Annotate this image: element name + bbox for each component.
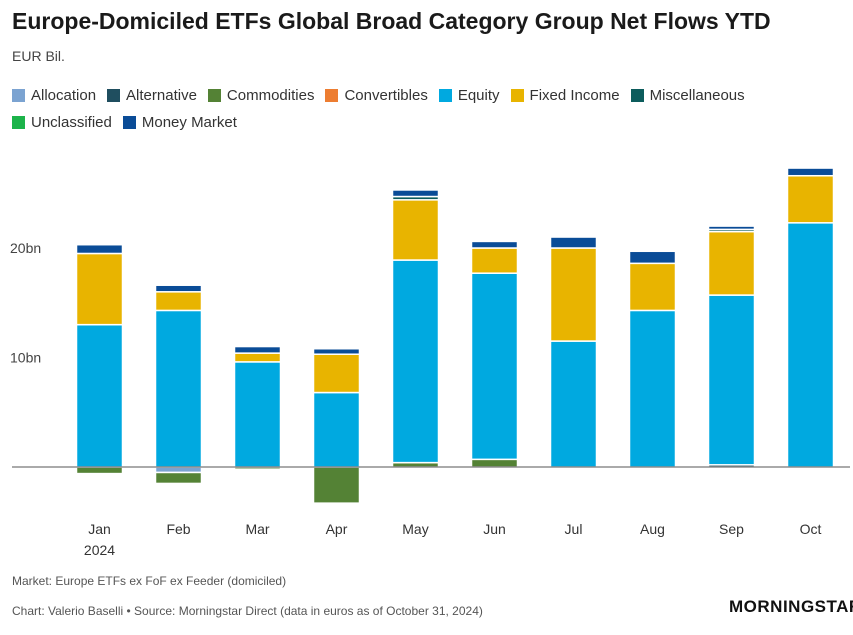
bar-segment <box>312 347 361 355</box>
footnote-market: Market: Europe ETFs ex FoF ex Feeder (do… <box>12 574 287 588</box>
y-tick-label: 10bn <box>10 350 41 366</box>
bar-segment <box>391 189 440 198</box>
legend-item: Equity <box>438 86 500 105</box>
bar-segment <box>707 230 756 296</box>
bar-segment <box>154 291 203 312</box>
bar-segment <box>549 247 598 342</box>
x-tick-sublabel: 2024 <box>84 542 115 558</box>
legend-item: Allocation <box>12 86 96 105</box>
legend-swatch <box>630 89 644 102</box>
bar-segment <box>75 243 124 255</box>
chart-subtitle: EUR Bil. <box>12 48 65 64</box>
legend-label: Unclassified <box>31 114 112 131</box>
bar-segment <box>470 247 519 274</box>
bar-segment <box>470 240 519 249</box>
bar-segment <box>707 294 756 466</box>
bar-segment <box>628 262 677 312</box>
legend-swatch <box>107 89 121 102</box>
bar-segment <box>312 353 361 394</box>
legend-label: Money Market <box>141 114 237 131</box>
bar-segment <box>549 236 598 249</box>
legend-swatch <box>12 89 25 102</box>
x-tick-label: Feb <box>166 521 190 537</box>
bar-segment <box>707 225 756 231</box>
bar-segment <box>154 466 203 474</box>
bar-segment <box>470 458 519 468</box>
bar-segment <box>628 250 677 265</box>
x-tick-label: Sep <box>719 521 744 537</box>
bar-segment <box>154 471 203 485</box>
legend-item: Unclassified <box>12 113 112 132</box>
legend-label: Fixed Income <box>529 87 620 104</box>
legend-label: Equity <box>457 87 500 104</box>
bar-segment <box>233 352 282 363</box>
bar-segment <box>312 466 361 504</box>
morningstar-logo: MORNINGSTAR® <box>729 597 853 617</box>
x-tick-label: Oct <box>800 521 822 537</box>
legend-item: Miscellaneous <box>630 86 745 105</box>
bar-segment <box>154 284 203 293</box>
x-tick-label: Apr <box>326 521 348 537</box>
legend-item: Commodities <box>207 86 315 105</box>
bar-segment <box>391 199 440 261</box>
x-tick-label: Jul <box>565 521 583 537</box>
legend-swatch <box>438 89 452 102</box>
footnote-source: Chart: Valerio Baselli • Source: Morning… <box>12 604 483 618</box>
bar-segment <box>233 345 282 354</box>
legend-swatch <box>122 116 136 129</box>
legend-label: Miscellaneous <box>649 87 745 104</box>
legend-label: Convertibles <box>344 87 428 104</box>
legend-label: Allocation <box>31 87 97 104</box>
bar-segment <box>75 252 124 326</box>
bar-segment <box>391 259 440 464</box>
legend-swatch <box>207 89 221 102</box>
legend-item: Fixed Income <box>510 86 620 105</box>
bar-segment <box>786 174 835 224</box>
legend: Allocation Alternative Commodities Converti… <box>12 86 842 132</box>
x-tick-label: May <box>402 521 428 537</box>
x-tick-label: Jun <box>483 521 506 537</box>
bar-segment <box>75 466 124 475</box>
bar-segment <box>470 272 519 461</box>
legend-item: Convertibles <box>325 86 428 105</box>
bar-segment <box>549 340 598 468</box>
bar-segment <box>154 309 203 468</box>
legend-swatch <box>12 116 25 129</box>
bar-segment <box>786 222 835 468</box>
x-tick-label: Aug <box>640 521 665 537</box>
bar-segment <box>75 323 124 468</box>
legend-swatch <box>325 89 339 102</box>
bar-segment <box>786 167 835 177</box>
legend-item: Money Market <box>122 113 237 132</box>
bar-segment <box>312 391 361 468</box>
chart-title: Europe-Domiciled ETFs Global Broad Categ… <box>12 8 771 34</box>
legend-item: Alternative <box>107 86 197 105</box>
logo-text: MORNINGSTAR <box>729 597 853 616</box>
x-tick-label: Jan <box>88 521 111 537</box>
legend-swatch <box>510 89 524 102</box>
bar-segment <box>628 309 677 468</box>
y-tick-label: 20bn <box>10 240 41 256</box>
legend-label: Alternative <box>126 87 197 104</box>
legend-label: Commodities <box>226 87 315 104</box>
bar-segment <box>233 361 282 468</box>
x-tick-label: Mar <box>245 521 269 537</box>
